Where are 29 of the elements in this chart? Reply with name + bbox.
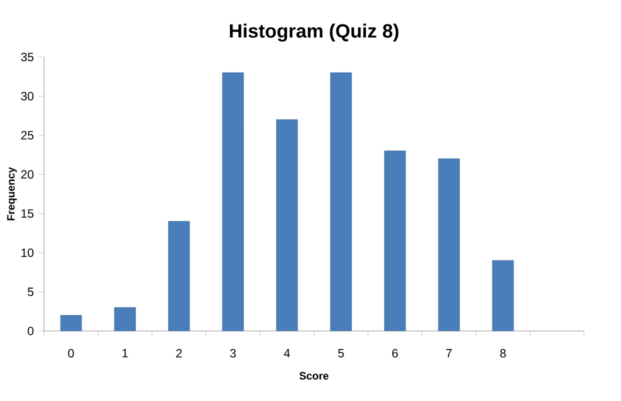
x-tick-label: 1	[122, 349, 128, 358]
y-tick-label: 15	[22, 209, 34, 218]
bar	[438, 158, 460, 331]
bar	[276, 119, 298, 331]
y-tick-label: 35	[21, 52, 34, 62]
bar	[384, 150, 406, 331]
x-axis-title: Score	[299, 372, 328, 380]
x-tick-label: 8	[500, 349, 506, 358]
y-tick-label: 5	[28, 288, 34, 296]
chart-title: Histogram (Quiz 8)	[230, 24, 398, 42]
y-tick-label: 25	[21, 131, 34, 140]
x-tick-label: 7	[446, 349, 452, 358]
x-tick-label: 2	[176, 349, 182, 358]
bar	[114, 307, 136, 331]
y-tick-label: 30	[21, 92, 34, 100]
y-axis-title: Frequency	[7, 167, 17, 220]
x-tick-label: 0	[68, 349, 74, 358]
x-tick-label: 3	[230, 349, 236, 358]
y-tick-label: 20	[21, 170, 34, 179]
x-tick-label: 6	[392, 349, 398, 358]
y-tick-label: 0	[28, 326, 34, 336]
x-tick-label: 4	[284, 349, 290, 358]
bar	[222, 72, 244, 331]
bar	[168, 221, 190, 331]
bar	[330, 72, 352, 331]
bar	[60, 315, 82, 331]
x-tick-label: 5	[338, 349, 344, 358]
bar	[492, 260, 514, 331]
y-tick-label: 10	[22, 248, 34, 257]
